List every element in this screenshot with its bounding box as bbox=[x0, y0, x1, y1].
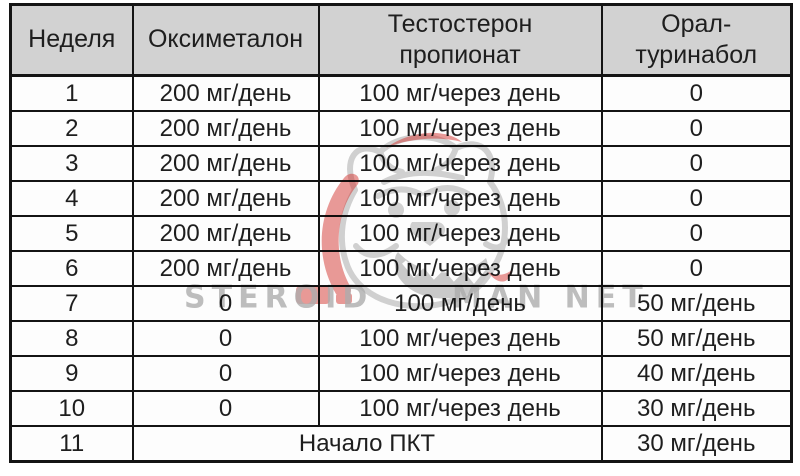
testosterone-cell: 100 мг/через день bbox=[317, 250, 603, 287]
table-row-pct: 11 Начало ПКТ 30 мг/день bbox=[9, 425, 793, 463]
week-cell: 5 bbox=[9, 215, 134, 252]
table-row: 9 0 100 мг/через день 40 мг/день bbox=[9, 355, 793, 392]
week-cell: 2 bbox=[9, 110, 134, 147]
testosterone-cell: 100 мг/через день bbox=[317, 320, 603, 357]
oxymetholone-cell: 0 bbox=[131, 355, 320, 392]
turinabol-cell: 30 мг/день bbox=[600, 425, 793, 463]
testosterone-cell: 100 мг/через день bbox=[317, 390, 603, 427]
week-cell: 7 bbox=[9, 285, 134, 322]
turinabol-cell: 50 мг/день bbox=[600, 285, 793, 322]
turinabol-cell: 0 bbox=[600, 145, 793, 182]
table-row: 7 0 100 мг/день 50 мг/день bbox=[9, 285, 793, 322]
oxymetholone-cell: 200 мг/день bbox=[131, 215, 320, 252]
week-cell: 9 bbox=[9, 355, 134, 392]
testosterone-cell: 100 мг/день bbox=[317, 285, 603, 322]
oxymetholone-cell: 0 bbox=[131, 320, 320, 357]
week-cell: 4 bbox=[9, 180, 134, 217]
turinabol-cell: 0 bbox=[600, 110, 793, 147]
table-row: 8 0 100 мг/через день 50 мг/день bbox=[9, 320, 793, 357]
header-row: Неделя Оксиметалон Тестостерон пропионат… bbox=[9, 3, 793, 77]
week-cell: 11 bbox=[9, 425, 134, 463]
testosterone-cell: 100 мг/через день bbox=[317, 145, 603, 182]
table-row: 6 200 мг/день 100 мг/через день 0 bbox=[9, 250, 793, 287]
cycle-dosage-table: Неделя Оксиметалон Тестостерон пропионат… bbox=[9, 3, 793, 463]
week-cell: 3 bbox=[9, 145, 134, 182]
testosterone-cell: 100 мг/через день bbox=[317, 355, 603, 392]
turinabol-cell: 50 мг/день bbox=[600, 320, 793, 357]
week-cell: 1 bbox=[9, 74, 134, 112]
turinabol-cell: 0 bbox=[600, 250, 793, 287]
col-header-week: Неделя bbox=[9, 3, 134, 77]
table-row: 3 200 мг/день 100 мг/через день 0 bbox=[9, 145, 793, 182]
table-row: 10 0 100 мг/через день 30 мг/день bbox=[9, 390, 793, 427]
table-row: 4 200 мг/день 100 мг/через день 0 bbox=[9, 180, 793, 217]
table-row: 5 200 мг/день 100 мг/через день 0 bbox=[9, 215, 793, 252]
oxymetholone-cell: 200 мг/день bbox=[131, 110, 320, 147]
week-cell: 8 bbox=[9, 320, 134, 357]
table-row: 2 200 мг/день 100 мг/через день 0 bbox=[9, 110, 793, 147]
turinabol-cell: 0 bbox=[600, 180, 793, 217]
oxymetholone-cell: 200 мг/день bbox=[131, 250, 320, 287]
col-header-oral-turinabol: Орал- туринабол bbox=[600, 3, 793, 77]
turinabol-cell: 0 bbox=[600, 74, 793, 112]
pct-start-merged-cell: Начало ПКТ bbox=[131, 425, 603, 463]
testosterone-cell: 100 мг/через день bbox=[317, 180, 603, 217]
oxymetholone-cell: 0 bbox=[131, 285, 320, 322]
oxymetholone-cell: 200 мг/день bbox=[131, 145, 320, 182]
testosterone-cell: 100 мг/через день bbox=[317, 215, 603, 252]
turinabol-cell: 0 bbox=[600, 215, 793, 252]
week-cell: 10 bbox=[9, 390, 134, 427]
table-row: 1 200 мг/день 100 мг/через день 0 bbox=[9, 74, 793, 112]
oxymetholone-cell: 0 bbox=[131, 390, 320, 427]
testosterone-cell: 100 мг/через день bbox=[317, 74, 603, 112]
col-header-oxymetholone: Оксиметалон bbox=[131, 3, 320, 77]
oxymetholone-cell: 200 мг/день bbox=[131, 74, 320, 112]
turinabol-cell: 40 мг/день bbox=[600, 355, 793, 392]
oxymetholone-cell: 200 мг/день bbox=[131, 180, 320, 217]
testosterone-cell: 100 мг/через день bbox=[317, 110, 603, 147]
week-cell: 6 bbox=[9, 250, 134, 287]
col-header-testosterone-propionate: Тестостерон пропионат bbox=[317, 3, 603, 77]
turinabol-cell: 30 мг/день bbox=[600, 390, 793, 427]
